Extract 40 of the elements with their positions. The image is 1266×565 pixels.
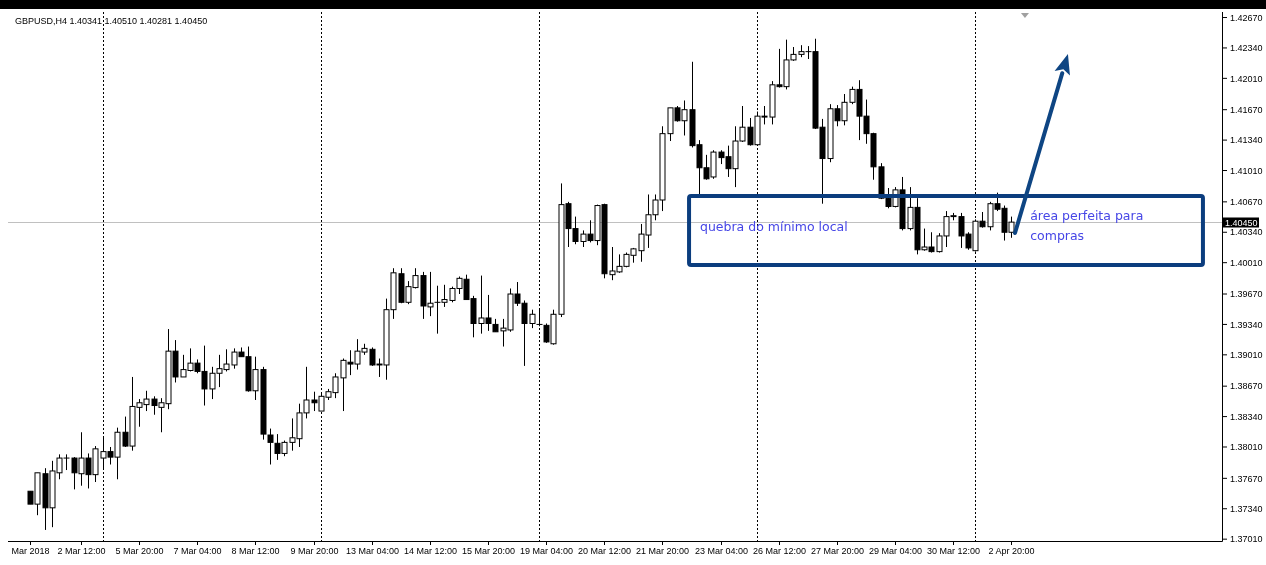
y-tick-label: 1.40010 (1230, 257, 1263, 268)
x-tick-label: 23 Mar 04:00 (694, 546, 749, 556)
y-tick-label: 1.42010 (1230, 73, 1263, 84)
y-tick-label: 1.39340 (1230, 319, 1263, 330)
x-tick-label: 15 Mar 20:00 (461, 546, 516, 556)
y-tick-label: 1.39010 (1230, 350, 1263, 361)
ref-line-label: 1.40450 (1225, 217, 1258, 228)
y-tick-label: 1.40670 (1230, 197, 1263, 208)
chart-title: GBPUSD,H4 1.40341 1.40510 1.40281 1.40450 (15, 16, 208, 26)
x-tick-label: 21 Mar 20:00 (635, 546, 690, 556)
annotation: quebra do mínimo local (699, 219, 848, 235)
y-tick-label: 1.38340 (1230, 411, 1263, 422)
x-tick-label: 26 Mar 12:00 (752, 546, 807, 556)
y-tick-label: 1.38010 (1230, 442, 1263, 453)
y-tick-label: 1.41670 (1230, 104, 1263, 115)
x-tick-label: 14 Mar 12:00 (403, 546, 458, 556)
y-tick-label: 1.37670 (1230, 473, 1263, 484)
y-tick-label: 1.39670 (1230, 289, 1263, 300)
x-tick-label: 13 Mar 04:00 (345, 546, 400, 556)
x-tick-label: 19 Mar 04:00 (519, 546, 574, 556)
x-tick-label: 27 Mar 20:00 (810, 546, 865, 556)
x-tick-label: 2 Mar 12:00 (57, 546, 106, 556)
x-tick-label: 30 Mar 12:00 (926, 546, 981, 556)
x-tick-label: 7 Mar 04:00 (173, 546, 222, 556)
y-tick-label: 1.41340 (1230, 135, 1263, 146)
y-tick-label: 1.37340 (1230, 503, 1263, 514)
x-tick-label: 5 Mar 20:00 (115, 546, 164, 556)
x-tick-label: 9 Mar 20:00 (290, 546, 339, 556)
x-tick-label: 29 Mar 04:00 (868, 546, 923, 556)
x-tick-label: 2 Apr 20:00 (988, 546, 1035, 556)
x-tick-label: 8 Mar 12:00 (231, 546, 280, 556)
annotation: área perfeita para compras (1030, 208, 1144, 244)
y-tick-label: 1.37010 (1230, 534, 1263, 545)
x-tick-label: 20 Mar 12:00 (577, 546, 632, 556)
y-tick-label: 1.42340 (1230, 43, 1263, 54)
y-tick-label: 1.38670 (1230, 381, 1263, 392)
y-tick-label: 1.42670 (1230, 12, 1263, 23)
y-tick-label: 1.40340 (1230, 227, 1263, 238)
x-tick-label: Mar 2018 (11, 546, 50, 556)
y-tick-label: 1.41010 (1230, 165, 1263, 176)
